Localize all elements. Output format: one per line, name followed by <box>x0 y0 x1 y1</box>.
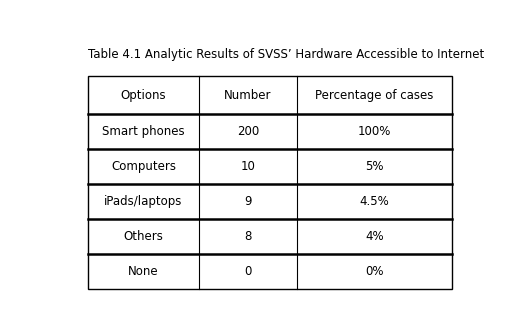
Text: 8: 8 <box>244 230 252 243</box>
Text: Options: Options <box>121 88 166 102</box>
Text: None: None <box>128 265 159 278</box>
Text: 4.5%: 4.5% <box>360 195 389 208</box>
Text: 4%: 4% <box>365 230 384 243</box>
Text: 100%: 100% <box>358 125 391 138</box>
Text: Others: Others <box>124 230 164 243</box>
Text: Smart phones: Smart phones <box>102 125 185 138</box>
Text: 0%: 0% <box>365 265 384 278</box>
Text: Number: Number <box>224 88 272 102</box>
Text: 10: 10 <box>241 160 255 173</box>
Text: Table 4.1 Analytic Results of SVSS’ Hardware Accessible to Internet: Table 4.1 Analytic Results of SVSS’ Hard… <box>88 49 484 61</box>
Text: 200: 200 <box>237 125 259 138</box>
Text: iPads/laptops: iPads/laptops <box>104 195 183 208</box>
Text: 5%: 5% <box>365 160 384 173</box>
Text: 0: 0 <box>244 265 252 278</box>
Text: Computers: Computers <box>111 160 176 173</box>
Text: Percentage of cases: Percentage of cases <box>315 88 433 102</box>
Text: 9: 9 <box>244 195 252 208</box>
